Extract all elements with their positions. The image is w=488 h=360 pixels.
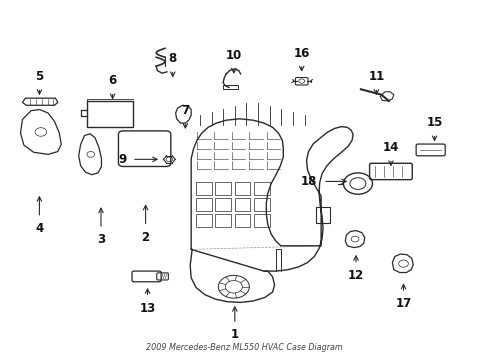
Bar xyxy=(223,85,237,89)
Bar xyxy=(196,214,211,227)
Text: 7: 7 xyxy=(181,104,189,117)
Bar xyxy=(234,182,250,195)
Text: 2: 2 xyxy=(141,230,149,243)
Bar xyxy=(254,198,269,211)
Text: 8: 8 xyxy=(168,53,177,66)
Text: 12: 12 xyxy=(347,269,364,282)
Text: 14: 14 xyxy=(382,141,398,154)
Text: 18: 18 xyxy=(300,175,317,188)
Bar xyxy=(316,207,329,223)
Text: 6: 6 xyxy=(108,75,117,87)
Bar xyxy=(215,198,230,211)
Text: 9: 9 xyxy=(118,153,126,166)
Text: 5: 5 xyxy=(35,70,43,83)
Bar xyxy=(196,198,211,211)
Text: 2009 Mercedes-Benz ML550 HVAC Case Diagram: 2009 Mercedes-Benz ML550 HVAC Case Diagr… xyxy=(146,342,342,351)
Bar xyxy=(254,214,269,227)
Text: 10: 10 xyxy=(225,49,242,62)
Text: 16: 16 xyxy=(293,47,309,60)
Text: 15: 15 xyxy=(426,117,442,130)
Bar xyxy=(215,182,230,195)
Text: 17: 17 xyxy=(395,297,411,310)
Bar xyxy=(215,214,230,227)
Bar xyxy=(196,182,211,195)
Text: 4: 4 xyxy=(35,222,43,235)
Bar xyxy=(87,101,133,127)
Bar xyxy=(234,214,250,227)
Bar xyxy=(234,198,250,211)
Text: 11: 11 xyxy=(367,70,384,83)
Bar xyxy=(254,182,269,195)
Text: 1: 1 xyxy=(230,328,238,341)
Text: 3: 3 xyxy=(97,233,105,246)
Text: 13: 13 xyxy=(139,302,155,315)
